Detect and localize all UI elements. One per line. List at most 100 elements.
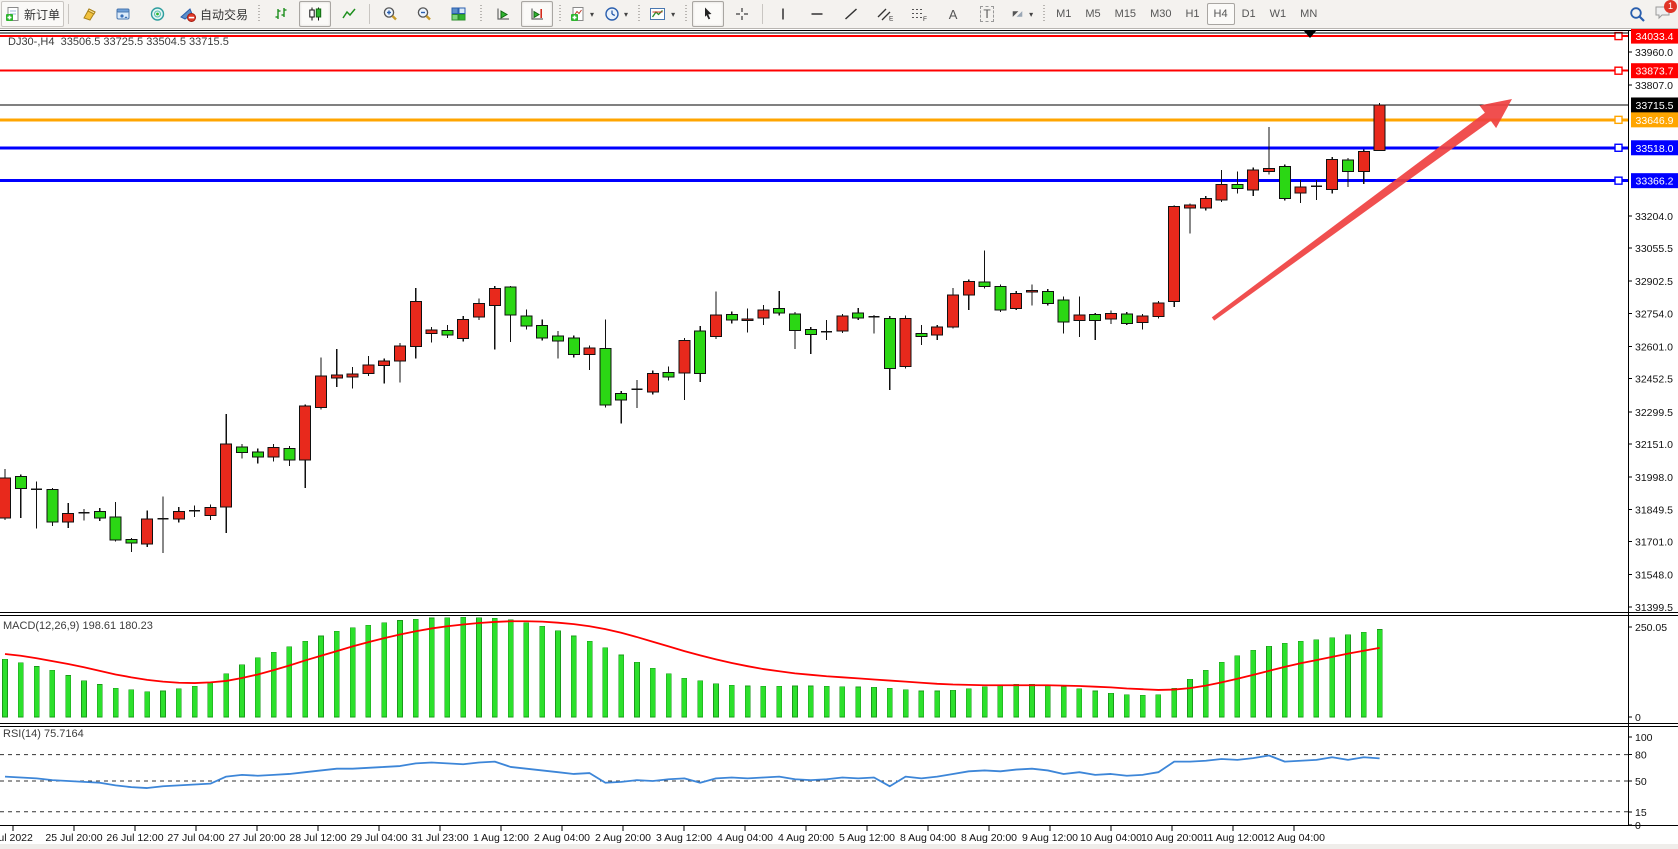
crosshair-tool-button[interactable] — [726, 1, 758, 27]
price-tick-label: 33807.0 — [1635, 80, 1673, 92]
level-line-handle[interactable] — [1614, 66, 1623, 75]
macd-histogram-bar — [523, 622, 530, 718]
arrow-down-marker[interactable] — [1304, 31, 1316, 38]
time-tick-label: Jul 2022 — [0, 832, 33, 844]
price-level-badge[interactable] — [1631, 173, 1678, 189]
candle-body — [473, 302, 485, 318]
macd-histogram-bar — [918, 690, 925, 718]
level-line-handle[interactable] — [1614, 143, 1623, 152]
level-line-handle[interactable] — [1614, 31, 1623, 41]
timeframe-m1[interactable]: M1 — [1056, 8, 1072, 20]
price-level-badge[interactable] — [1631, 112, 1678, 128]
price-level-badge[interactable] — [1631, 28, 1678, 44]
candle-body — [1342, 159, 1354, 173]
macd-histogram-bar — [950, 689, 956, 718]
timeframe-d1[interactable]: D1 — [1241, 8, 1256, 20]
price-tick-label: 32299.5 — [1635, 407, 1673, 419]
search-icon[interactable] — [1629, 6, 1646, 23]
fibonacci-tool-button[interactable]: F — [903, 1, 935, 27]
line-chart-type-button[interactable] — [333, 1, 365, 27]
candle-body — [1184, 204, 1196, 209]
macd-histogram-bar — [697, 680, 704, 718]
trend-arrow-annotation[interactable] — [1211, 99, 1512, 321]
chevron-down-icon: ▾ — [1029, 9, 1034, 19]
tile-windows-button[interactable] — [442, 1, 474, 27]
horizontal-line-tool-button[interactable] — [801, 1, 833, 27]
macd-indicator-label: MACD(12,26,9) 198.61 180.23 — [3, 620, 153, 632]
text-label-tool-button[interactable]: T — [971, 1, 1003, 27]
horizontal-line-icon — [811, 13, 823, 15]
macd-tick-label: 250.05 — [1635, 622, 1667, 634]
timeframe-w1[interactable]: W1 — [1269, 8, 1287, 20]
data-window-icon — [116, 8, 130, 20]
price-tick-label: 33055.5 — [1635, 243, 1673, 255]
candle-body — [852, 312, 865, 319]
price-level-badge[interactable] — [1631, 140, 1678, 156]
macd-histogram-bar — [1282, 642, 1288, 718]
timeframe-h4[interactable]: H4 — [1206, 3, 1235, 25]
candle-body — [1152, 302, 1165, 317]
candle-body — [441, 330, 454, 336]
timeframe-h1[interactable]: H1 — [1185, 8, 1200, 20]
equidistant-channel-icon: E — [877, 8, 894, 22]
candle-body — [1247, 169, 1260, 191]
auto-scroll-icon — [496, 8, 509, 20]
zoom-in-button[interactable] — [374, 1, 406, 27]
candle-body — [409, 301, 422, 348]
macd-histogram-bar — [49, 669, 56, 718]
timeframe-m5[interactable]: M5 — [1085, 8, 1101, 20]
macd-histogram-bar — [1313, 639, 1320, 718]
candle-body — [1231, 183, 1244, 190]
notifications-button[interactable]: 1 — [1654, 0, 1677, 25]
timeframe-m30[interactable]: M30 — [1150, 8, 1172, 20]
price-level-badge[interactable] — [1631, 97, 1678, 113]
candle-body — [0, 477, 11, 519]
equidistant-channel-tool-button[interactable]: E — [869, 1, 901, 27]
price-tick-label: 33204.0 — [1635, 211, 1673, 223]
autotrading-label: 自动交易 — [200, 7, 249, 22]
templates-button[interactable]: ▾ — [645, 1, 679, 27]
bar-chart-icon — [275, 8, 287, 19]
level-line-handle[interactable] — [1614, 115, 1623, 125]
candle-body — [251, 451, 264, 458]
chart-background[interactable] — [0, 29, 1678, 849]
vertical-line-tool-button[interactable] — [767, 1, 799, 27]
timeframe-m15[interactable]: M15 — [1114, 8, 1137, 20]
market-watch-button[interactable] — [73, 1, 105, 27]
macd-histogram-bar — [665, 673, 672, 718]
time-tick-label: 8 Aug 04:00 — [900, 832, 956, 844]
periods-button[interactable]: ▾ — [600, 1, 632, 27]
cursor-tool-button[interactable] — [692, 1, 725, 27]
timeframe-mn[interactable]: MN — [1300, 8, 1318, 20]
auto-scroll-button[interactable] — [487, 1, 519, 27]
navigator-button[interactable] — [141, 1, 173, 27]
zoom-out-button[interactable] — [408, 1, 440, 27]
data-window-button[interactable] — [107, 1, 139, 27]
macd-histogram-bar — [539, 625, 546, 718]
price-level-badge[interactable] — [1631, 63, 1678, 79]
candlestick-chart-type-button[interactable] — [299, 1, 332, 27]
bar-chart-type-button[interactable] — [265, 1, 297, 27]
price-tick-label: 32151.0 — [1635, 439, 1673, 451]
autotrading-button[interactable]: 自动交易 — [175, 1, 252, 27]
candle-body — [836, 315, 849, 332]
macd-histogram-bar — [776, 686, 783, 718]
text-tool-button[interactable]: A — [937, 1, 969, 27]
macd-histogram-bar — [460, 616, 467, 718]
chart-shift-button[interactable] — [521, 1, 554, 27]
new-order-button[interactable]: 新订单 — [1, 1, 65, 27]
price-tick-label: 31998.0 — [1635, 472, 1673, 484]
macd-histogram-bar — [1234, 655, 1241, 718]
arrows-tool-button[interactable]: ▾ — [1005, 1, 1037, 27]
level-line-handle[interactable] — [1614, 176, 1623, 185]
macd-histogram-bar — [1029, 684, 1035, 718]
candle-body — [583, 347, 596, 355]
macd-histogram-bar — [1250, 650, 1256, 718]
fibonacci-icon: F — [912, 8, 927, 22]
candle-body — [915, 333, 928, 337]
indicators-button[interactable]: ▾ — [566, 1, 598, 27]
price-level-badge-label: 33646.9 — [1636, 115, 1674, 127]
time-tick-label: 12 Aug 04:00 — [1263, 832, 1325, 844]
trendline-tool-button[interactable] — [835, 1, 867, 27]
